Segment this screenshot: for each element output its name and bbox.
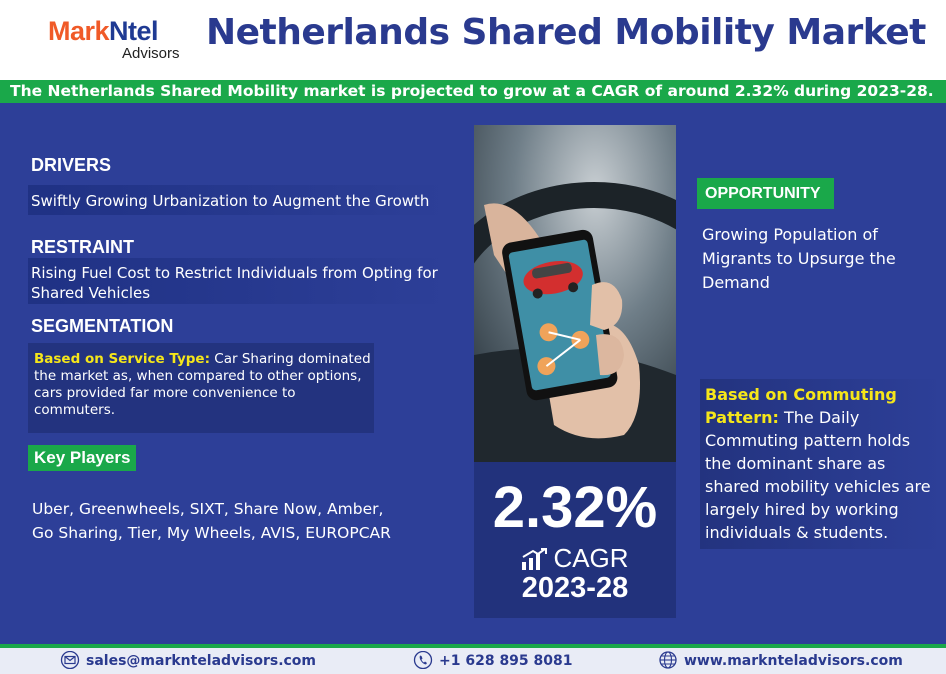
restraint-text: Rising Fuel Cost to Restrict Individuals… bbox=[31, 264, 438, 302]
restraint-strip bbox=[28, 258, 448, 304]
drivers-strip bbox=[28, 185, 448, 215]
commuting-label: Based on Commuting Pattern: bbox=[705, 385, 897, 427]
key-players-line-2: Go Sharing, Tier, My Wheels, AVIS, EUROP… bbox=[32, 524, 391, 542]
commuting-text: Based on Commuting Pattern: The Daily Co… bbox=[705, 383, 941, 544]
segmentation-body: Car Sharing dominated the market as, whe… bbox=[34, 351, 371, 418]
key-players-heading: Key Players bbox=[28, 445, 137, 471]
email-text: sales@marknteladvisors.com bbox=[86, 653, 317, 669]
mail-icon bbox=[60, 650, 86, 670]
cagr-label-row: CAGR bbox=[474, 543, 676, 573]
logo-subtitle: Advisors bbox=[122, 45, 180, 62]
phone-icon bbox=[413, 650, 439, 670]
footer-phone[interactable]: +1 628 895 8081 bbox=[413, 650, 573, 672]
commuting-body: The Daily Commuting pattern holds the do… bbox=[705, 408, 931, 542]
cagr-label: CAGR bbox=[553, 543, 629, 573]
footer-website[interactable]: www.marknteladvisors.com bbox=[658, 650, 903, 672]
growth-chart-icon bbox=[521, 543, 553, 573]
opportunity-heading: OPPORTUNITY bbox=[697, 178, 834, 209]
globe-icon bbox=[658, 651, 684, 669]
main-panel: DRIVERS Swiftly Growing Urbanization to … bbox=[0, 103, 946, 648]
key-players-list: Uber, Greenwheels, SIXT, Share Now, Ambe… bbox=[32, 497, 452, 545]
car-phone-illustration bbox=[474, 125, 676, 462]
drivers-text: Swiftly Growing Urbanization to Augment … bbox=[31, 192, 430, 210]
segmentation-text: Based on Service Type: Car Sharing domin… bbox=[34, 351, 379, 419]
restraint-heading: RESTRAINT bbox=[31, 237, 134, 257]
footer bbox=[0, 648, 946, 674]
key-players-line-1: Uber, Greenwheels, SIXT, Share Now, Ambe… bbox=[32, 500, 384, 518]
segmentation-heading: SEGMENTATION bbox=[31, 316, 174, 336]
page-title: Netherlands Shared Mobility Market bbox=[206, 12, 926, 53]
segmentation-box bbox=[28, 343, 374, 433]
website-text: www.marknteladvisors.com bbox=[684, 653, 903, 669]
segmentation-label: Based on Service Type: bbox=[34, 351, 210, 367]
opportunity-text: Growing Population of Migrants to Upsurg… bbox=[702, 225, 896, 292]
commuting-box bbox=[700, 379, 942, 549]
car-phone-photo bbox=[474, 125, 676, 462]
stat-box bbox=[474, 462, 676, 618]
summary-banner: The Netherlands Shared Mobility market i… bbox=[0, 80, 946, 103]
phone-text: +1 628 895 8081 bbox=[439, 653, 573, 669]
footer-email[interactable]: sales@marknteladvisors.com bbox=[60, 650, 316, 672]
drivers-heading: DRIVERS bbox=[31, 155, 112, 175]
header: MarkNtel Advisors Netherlands Shared Mob… bbox=[0, 0, 946, 80]
company-logo[interactable]: MarkNtel Advisors bbox=[48, 16, 188, 68]
cagr-years: 2023-28 bbox=[521, 572, 629, 604]
logo-brand: MarkNtel bbox=[48, 16, 159, 46]
cagr-value: 2.32% bbox=[492, 475, 658, 540]
